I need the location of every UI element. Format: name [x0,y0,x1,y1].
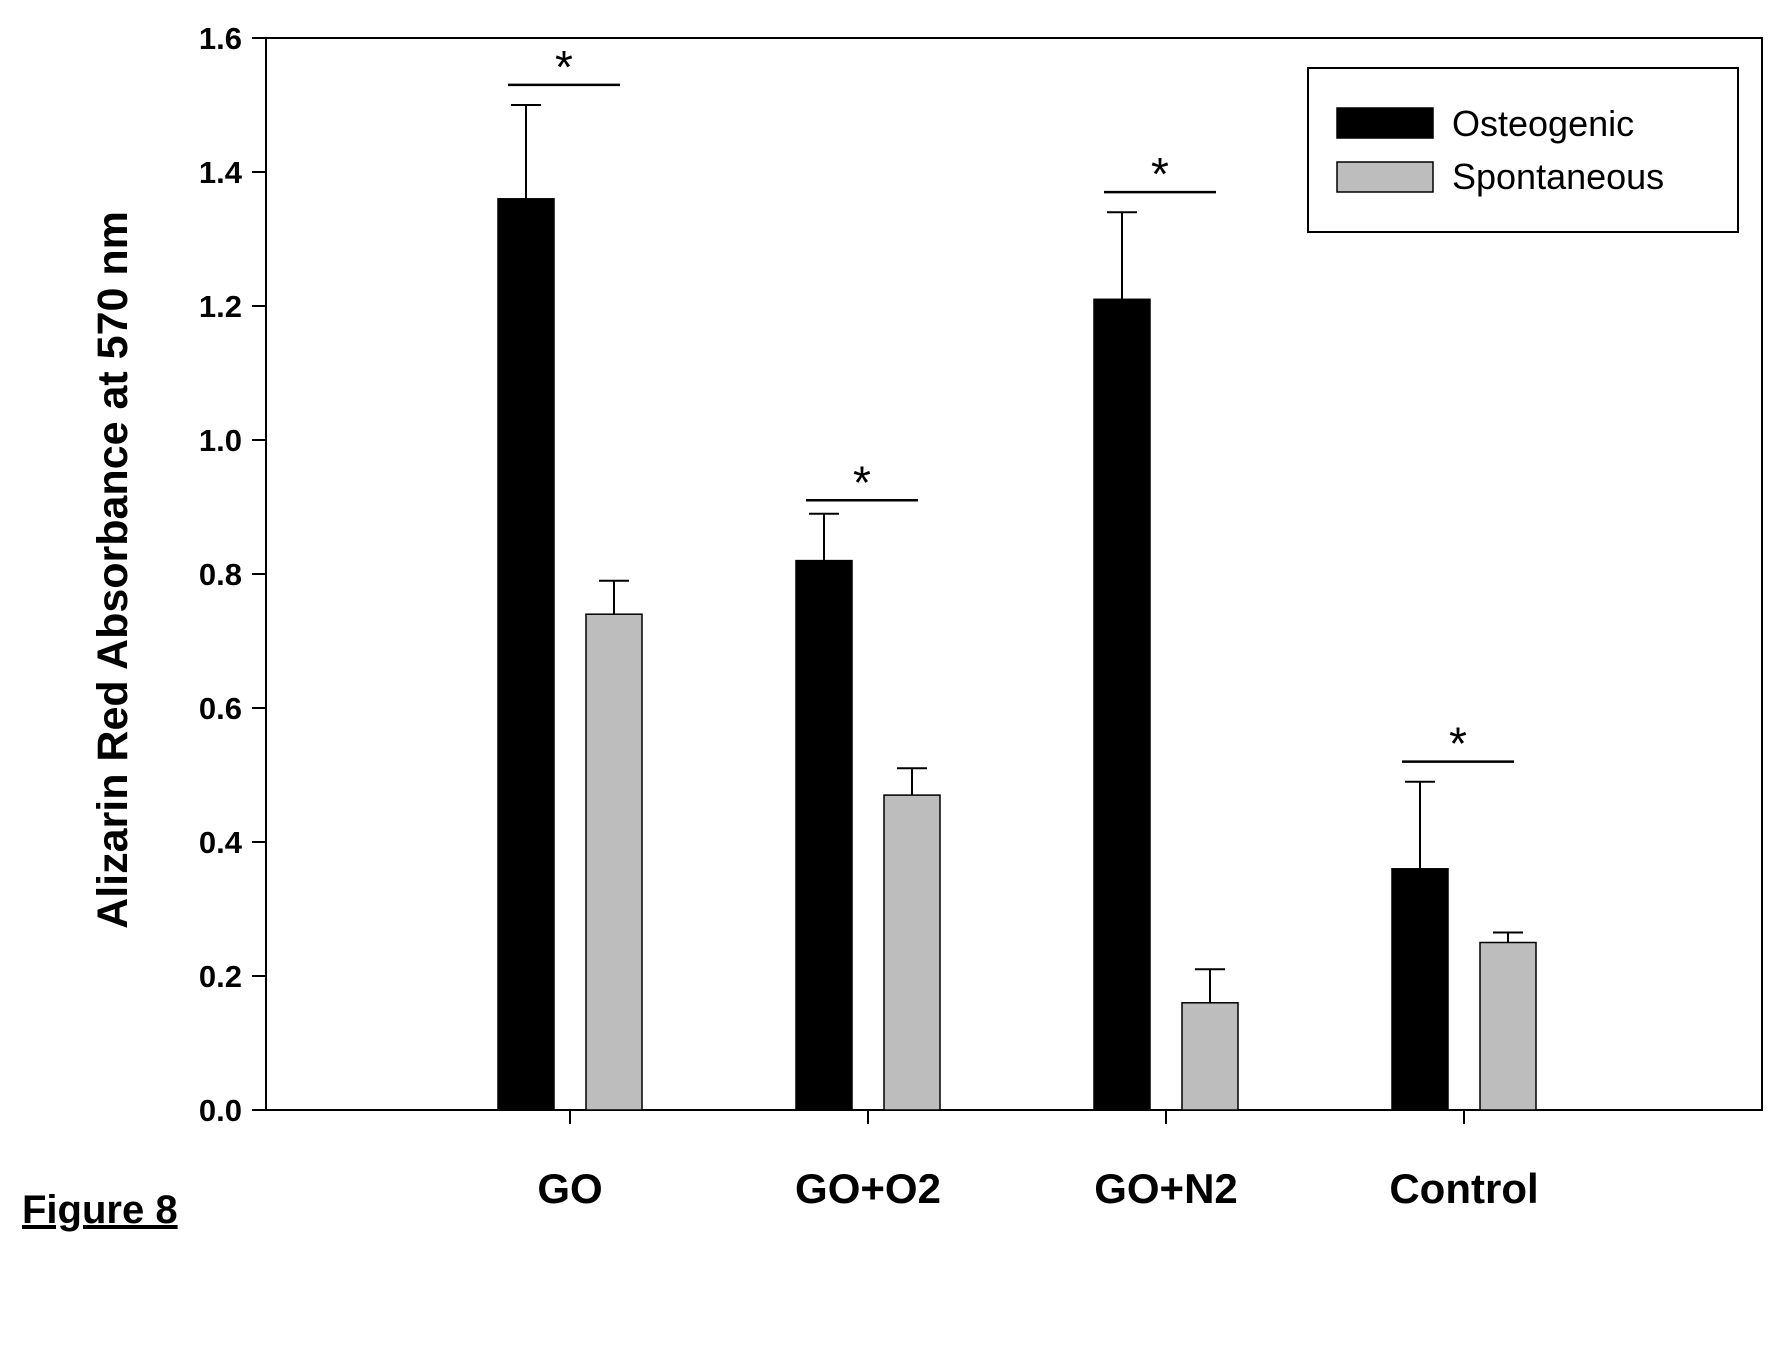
y-tick-label: 0.2 [199,959,242,994]
legend-box [1307,67,1739,233]
bar [795,559,853,1111]
y-tick-label: 1.4 [199,155,243,190]
x-tick-label: GO [537,1165,602,1212]
y-tick-label: 0.6 [199,691,242,726]
legend: Osteogenic Spontaneous [1307,67,1739,233]
bar [1093,298,1151,1111]
y-tick-label: 0.0 [199,1093,242,1128]
significance-label: * [853,456,871,508]
y-axis-label: Alizarin Red Absorbance at 570 nm [89,211,137,929]
bar [883,794,941,1111]
bar [1479,941,1537,1111]
significance-label: * [1151,148,1169,200]
legend-label-osteogenic: Osteogenic [1452,103,1634,144]
y-tick-label: 1.2 [199,289,242,324]
y-tick-label: 0.4 [199,825,243,860]
plot-area: 0.0 0.2 0.4 0.6 0.8 1.0 1.2 1.4 1.6 GO GO+O2 GO+N2 C… [199,21,1763,1212]
legend-swatch-osteogenic [1336,107,1434,139]
legend-label-spontaneous: Spontaneous [1452,156,1664,197]
bar [497,198,555,1111]
bar [1391,868,1449,1111]
y-tick-label: 0.8 [199,557,242,592]
significance-label: * [1449,718,1467,770]
bar [1181,1002,1239,1111]
y-tick-label: 1.0 [199,423,242,458]
significance-label: * [555,41,573,93]
figure-caption: Figure 8 [22,1188,178,1232]
bar [585,613,643,1111]
legend-swatch-spontaneous [1336,161,1434,193]
x-tick-label: GO+O2 [795,1165,941,1212]
x-tick-label: GO+N2 [1094,1165,1238,1212]
x-tick-label: Control [1389,1165,1538,1212]
y-tick-label: 1.6 [199,21,242,56]
